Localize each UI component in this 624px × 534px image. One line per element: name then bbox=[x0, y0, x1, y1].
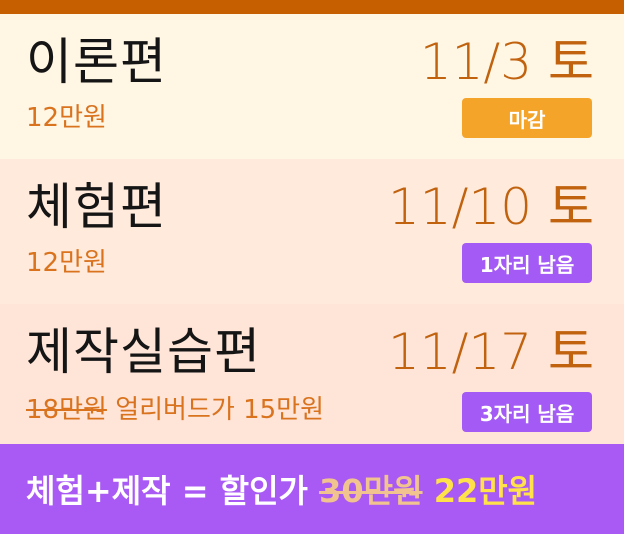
session-row-theory[interactable]: 이론편 11/3 토 12만원 마감 bbox=[0, 14, 624, 159]
session-price: 12만원 bbox=[26, 103, 107, 133]
bundle-discount-banner[interactable]: 체험+제작 = 할인가 30만원 22만원 bbox=[0, 444, 624, 534]
status-badge-seats-left: 1자리 남음 bbox=[462, 243, 592, 283]
session-row-production[interactable]: 제작실습편 11/17 토 18만원 얼리버드가 15만원 3자리 남음 bbox=[0, 304, 624, 444]
status-badge-closed: 마감 bbox=[462, 98, 592, 138]
status-badge-seats-left: 3자리 남음 bbox=[462, 392, 592, 432]
session-title: 이론편 bbox=[26, 33, 167, 91]
session-date: 11/3 토 bbox=[419, 33, 594, 91]
top-accent-bar bbox=[0, 0, 624, 14]
bundle-old-price: 30만원 bbox=[319, 472, 423, 510]
bundle-discount-text: 체험+제작 = 할인가 30만원 22만원 bbox=[26, 466, 537, 512]
session-price: 18만원 얼리버드가 15만원 bbox=[26, 394, 324, 426]
original-price: 18만원 bbox=[26, 395, 107, 425]
session-title: 제작실습편 bbox=[26, 323, 261, 381]
session-date: 11/17 토 bbox=[388, 323, 594, 381]
session-price: 12만원 bbox=[26, 248, 107, 278]
session-title: 체험편 bbox=[26, 178, 167, 236]
session-row-experience[interactable]: 체험편 11/10 토 12만원 1자리 남음 bbox=[0, 159, 624, 304]
session-date: 11/10 토 bbox=[388, 178, 594, 236]
bundle-label: 체험+제작 = 할인가 bbox=[26, 472, 308, 510]
bundle-new-price: 22만원 bbox=[433, 472, 538, 510]
early-bird-price: 얼리버드가 15만원 bbox=[115, 395, 324, 425]
